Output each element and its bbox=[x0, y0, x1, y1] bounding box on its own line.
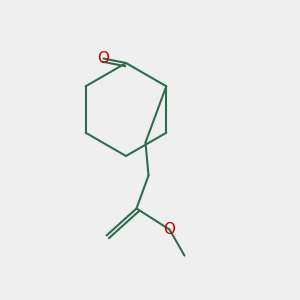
Text: O: O bbox=[164, 222, 175, 237]
Text: O: O bbox=[98, 51, 110, 66]
